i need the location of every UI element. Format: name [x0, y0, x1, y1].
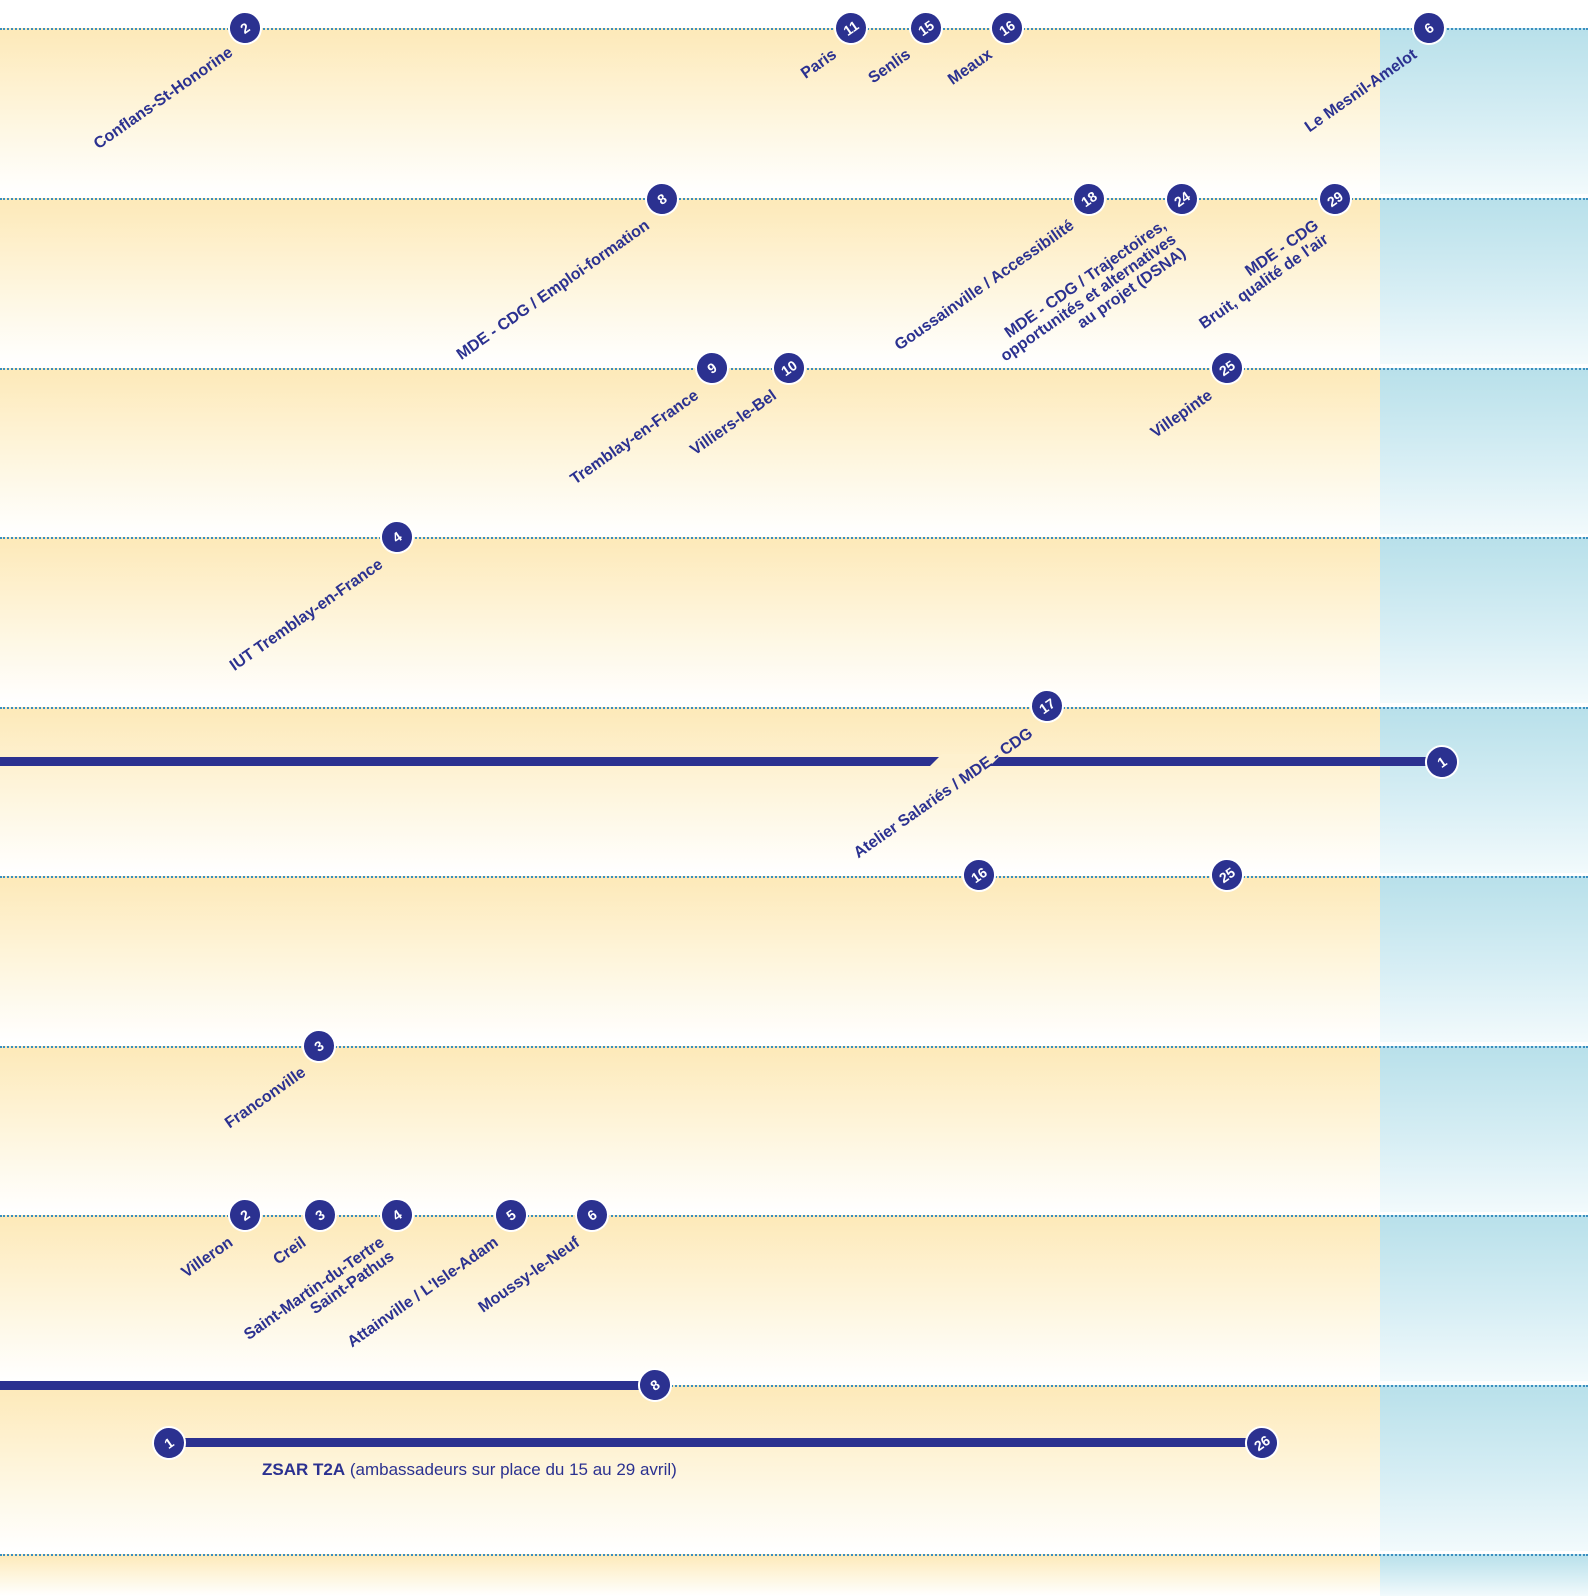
- row-divider: [0, 537, 1588, 539]
- side-band-6: [1380, 876, 1588, 1042]
- row-divider: [0, 707, 1588, 709]
- side-band-7: [1380, 1046, 1588, 1212]
- side-band-9: [1380, 1385, 1588, 1551]
- row-band-3: [0, 368, 1380, 534]
- side-band-1: [1380, 28, 1588, 194]
- side-band-3: [1380, 368, 1588, 534]
- zsar-caption: ZSAR T2A (ambassadeurs sur place du 15 a…: [262, 1460, 677, 1480]
- duration-bar: [0, 757, 1440, 766]
- zsar-title: ZSAR T2A: [262, 1460, 346, 1479]
- row-divider: [0, 28, 1588, 30]
- side-band-2: [1380, 198, 1588, 364]
- duration-bar: [0, 1381, 655, 1390]
- row-divider: [0, 876, 1588, 878]
- row-band-9: [0, 1385, 1380, 1551]
- side-band-10: [1380, 1554, 1588, 1596]
- row-divider: [0, 198, 1588, 200]
- zsar-note: (ambassadeurs sur place du 15 au 29 avri…: [345, 1460, 677, 1479]
- side-band-4: [1380, 537, 1588, 703]
- row-divider: [0, 1046, 1588, 1048]
- row-band-10: [0, 1554, 1380, 1596]
- row-band-8: [0, 1215, 1380, 1381]
- row-band-5: [0, 707, 1380, 873]
- row-divider: [0, 1385, 1588, 1387]
- row-divider: [0, 1554, 1588, 1556]
- row-band-4: [0, 537, 1380, 703]
- side-band-8: [1380, 1215, 1588, 1381]
- side-band-5: [1380, 707, 1588, 873]
- row-band-2: [0, 198, 1380, 364]
- row-band-1: [0, 28, 1380, 194]
- row-divider: [0, 1215, 1588, 1217]
- row-band-7: [0, 1046, 1380, 1212]
- duration-bar: [168, 1438, 1260, 1447]
- row-band-6: [0, 876, 1380, 1042]
